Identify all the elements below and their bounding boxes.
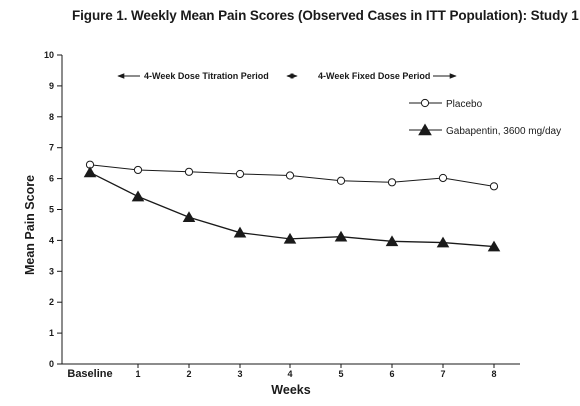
- legend-label-0: Placebo: [446, 99, 483, 110]
- gabapentin-point: [487, 240, 501, 252]
- gabapentin-point: [283, 232, 297, 244]
- y-tick-label: 10: [44, 50, 54, 60]
- x-tick-label: 2: [186, 369, 191, 379]
- legend-gabapentin-marker: [418, 123, 432, 136]
- gabapentin-point: [182, 211, 196, 223]
- y-tick-label: 8: [49, 112, 54, 122]
- x-tick-label: 7: [440, 369, 445, 379]
- y-tick-label: 9: [49, 81, 54, 91]
- fixed-dose-period-label: 4-Week Fixed Dose Period: [318, 71, 430, 81]
- x-tick-label: 4: [287, 369, 292, 379]
- legend-placebo-marker: [420, 98, 430, 108]
- y-tick-label: 4: [49, 235, 54, 245]
- y-tick-label: 3: [49, 266, 54, 276]
- y-tick-label: 1: [49, 328, 54, 338]
- series-line-gabapentin: [89, 171, 495, 248]
- placebo-point: [133, 165, 143, 175]
- placebo-point: [438, 173, 448, 183]
- gabapentin-point: [436, 236, 450, 248]
- y-axis-title: Mean Pain Score: [23, 175, 37, 275]
- placebo-point: [235, 169, 245, 179]
- titration-period-label: 4-Week Dose Titration Period: [144, 71, 269, 81]
- y-tick-label: 2: [49, 297, 54, 307]
- gabapentin-point: [233, 226, 247, 238]
- x-tick-label: 6: [389, 369, 394, 379]
- x-axis-title: Weeks: [271, 383, 310, 397]
- y-tick-label: 6: [49, 174, 54, 184]
- gabapentin-point: [385, 235, 399, 247]
- gabapentin-point: [83, 166, 97, 178]
- y-tick-label: 5: [49, 205, 54, 215]
- x-tick-label: 5: [338, 369, 343, 379]
- placebo-point: [285, 171, 295, 180]
- gabapentin-point: [334, 230, 348, 242]
- y-tick-label: 0: [49, 359, 54, 369]
- legend-label-1: Gabapentin, 3600 mg/day: [446, 126, 561, 137]
- y-tick-label: 7: [49, 143, 54, 153]
- x-tick-label: 8: [491, 369, 496, 379]
- placebo-point: [387, 178, 397, 187]
- x-tick-label: 3: [237, 369, 242, 379]
- chart-title: Figure 1. Weekly Mean Pain Scores (Obser…: [72, 8, 579, 23]
- x-tick-label: Baseline: [67, 368, 112, 380]
- placebo-point: [184, 167, 194, 176]
- placebo-point: [489, 182, 499, 191]
- gabapentin-point: [131, 190, 145, 202]
- placebo-point: [336, 176, 346, 185]
- x-tick-label: 1: [135, 369, 140, 379]
